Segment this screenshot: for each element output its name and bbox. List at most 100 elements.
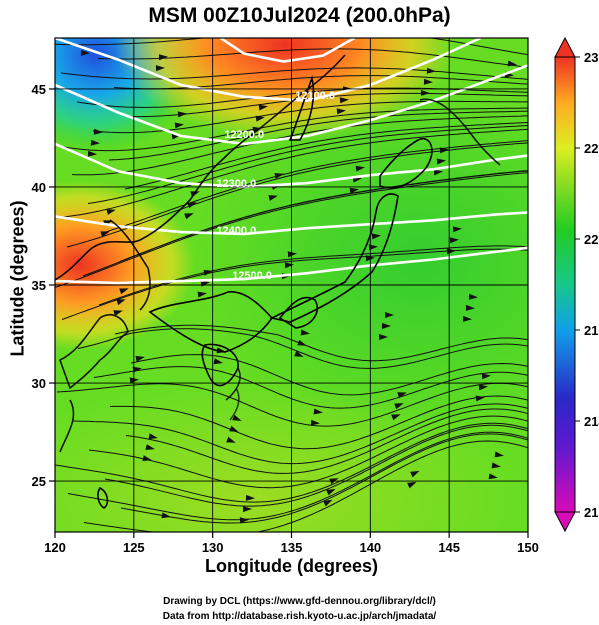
x-tick-label: 135 [281, 540, 303, 555]
flow-arrow [294, 350, 304, 357]
colorbar-tick-label: 218 [584, 323, 599, 338]
x-tick-label: 125 [123, 540, 145, 555]
streamline [125, 408, 528, 474]
streamline [104, 424, 528, 507]
x-tick-label: 150 [517, 540, 539, 555]
flow-arrow [116, 299, 126, 306]
flow-arrow [385, 312, 394, 318]
flow-arrow [491, 462, 501, 469]
colorbar-lower-arrow [554, 511, 576, 533]
flow-arrow [368, 244, 378, 251]
colorbar-ticks: 230 226 222 218 214 210 [575, 50, 599, 520]
flow-arrow [187, 202, 197, 209]
flow-arrow [229, 425, 239, 432]
flow-arrow [113, 310, 123, 316]
contour-label: 12100.0 [295, 90, 335, 102]
flow-arrow [297, 339, 307, 346]
flow-arrow [313, 408, 323, 415]
streamline [61, 248, 528, 320]
flow-arrow [475, 395, 485, 402]
flow-arrow [391, 414, 401, 421]
x-axis-label: Longitude (degrees) [204, 556, 378, 576]
streamline [55, 422, 528, 503]
x-axis-ticks: 120 125 130 135 140 145 150 [44, 532, 539, 555]
contour-labels: 12100.0 12200.0 12300.0 12400.0 12500.0 [216, 90, 335, 282]
flow-arrow [245, 494, 255, 501]
flow-arrow [100, 231, 110, 238]
flow-arrow [336, 108, 346, 115]
flow-arrow [379, 334, 388, 340]
flow-arrow [258, 104, 268, 111]
streamline [87, 125, 528, 204]
flow-arrow [310, 419, 320, 426]
flow-arrow [106, 209, 116, 215]
flow-arrow [226, 436, 236, 443]
flow-arrow [284, 262, 294, 269]
flow-arrow [119, 288, 129, 295]
flow-arrow [462, 315, 472, 322]
flow-arrow [161, 512, 171, 519]
x-tick-label: 120 [44, 540, 66, 555]
x-tick-label: 145 [438, 540, 460, 555]
contour-line [55, 38, 482, 103]
colorbar: 230 226 222 218 214 210 [554, 36, 599, 533]
flow-arrow [135, 355, 145, 362]
colorbar-tick-label: 210 [584, 505, 599, 520]
flow-arrow [203, 269, 213, 276]
flow-arrow [449, 237, 459, 244]
streamline [109, 395, 528, 450]
streamlines [55, 38, 528, 532]
contour-label: 12400.0 [216, 225, 256, 237]
flow-arrow [488, 473, 498, 480]
flow-arrow [426, 67, 436, 74]
streamline [56, 382, 528, 427]
contour-line [219, 38, 356, 63]
streamline [114, 324, 528, 362]
streamline [97, 48, 528, 68]
streamline [120, 433, 528, 524]
y-tick-label: 30 [32, 376, 46, 391]
contour-label: 12200.0 [224, 129, 264, 141]
credit-drawing: Drawing by DCL (https://www.gfd-dennou.o… [163, 596, 436, 607]
contour-label: 12300.0 [216, 178, 256, 190]
flow-arrow [382, 323, 391, 329]
flow-arrow [439, 147, 449, 154]
flow-arrow [371, 233, 381, 240]
flow-arrow [80, 49, 90, 56]
colorbar-upper-arrow [554, 36, 576, 58]
y-axis-ticks: 25 30 35 40 45 [32, 82, 55, 489]
flow-arrow [174, 122, 184, 129]
y-tick-label: 35 [32, 278, 46, 293]
flow-arrow [507, 60, 517, 67]
flow-arrow [155, 65, 165, 72]
contour-label: 12500.0 [232, 270, 272, 282]
colorbar-scale [554, 56, 576, 513]
streamline [66, 142, 528, 248]
contour-line [55, 142, 528, 189]
contour-line [55, 246, 528, 285]
streamline [108, 110, 528, 161]
flow-arrow [239, 517, 249, 524]
flow-arrow [90, 139, 100, 146]
flow-arrow [410, 470, 420, 478]
flow-arrow [145, 444, 155, 450]
coastlines [55, 54, 501, 509]
streamline [60, 67, 528, 80]
flow-arrow [129, 377, 139, 384]
flow-arrow [287, 251, 297, 258]
flow-arrow [468, 293, 478, 300]
streamline [82, 170, 528, 277]
flow-arrow [481, 373, 491, 380]
flow-arrow [213, 358, 223, 365]
streamline [130, 354, 528, 396]
flow-arrow [355, 165, 365, 172]
x-tick-label: 140 [359, 540, 381, 555]
streamline [103, 140, 528, 233]
streamline [83, 440, 528, 532]
streamline [93, 366, 528, 409]
credit-data: Data from http://database.rish.kyoto-u.a… [162, 611, 437, 622]
flow-arrow [494, 451, 504, 458]
flow-arrow [452, 226, 462, 233]
flow-arrow [300, 329, 310, 336]
